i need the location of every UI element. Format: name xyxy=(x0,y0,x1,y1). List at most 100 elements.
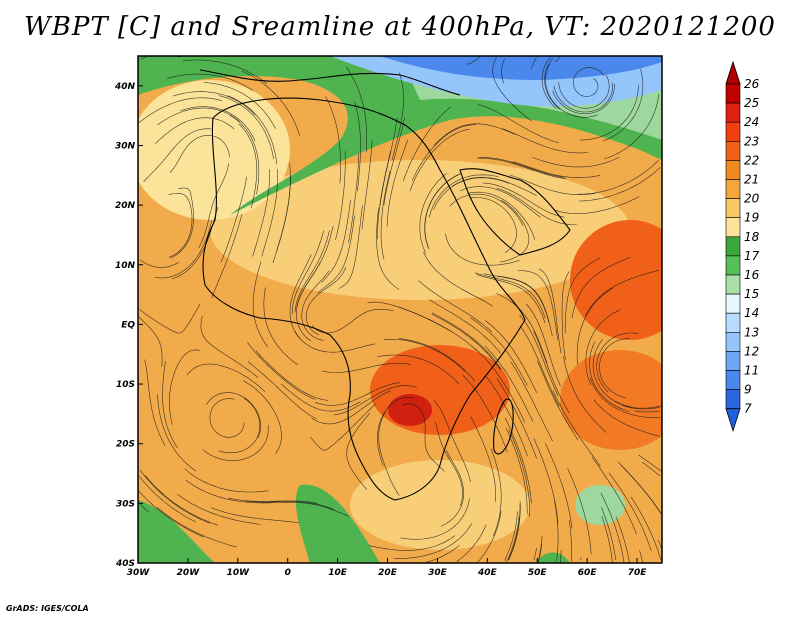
streamline xyxy=(571,256,631,319)
streamline xyxy=(140,56,147,60)
streamline xyxy=(402,403,445,472)
streamline xyxy=(469,197,517,253)
streamline xyxy=(162,361,178,449)
streamline xyxy=(593,399,660,437)
streamline xyxy=(578,167,661,202)
streamline xyxy=(386,139,409,227)
streamline xyxy=(238,123,258,209)
streamline xyxy=(496,292,548,364)
streamline xyxy=(476,274,546,324)
streamline xyxy=(139,259,179,268)
streamline xyxy=(460,186,541,218)
streamline xyxy=(211,213,243,299)
streamline xyxy=(229,114,260,195)
streamline xyxy=(429,174,499,218)
streamline xyxy=(289,254,312,338)
streamline xyxy=(497,275,553,336)
streamline xyxy=(502,128,588,154)
colorbar-segment xyxy=(725,141,741,161)
lat-tick-label: 20N xyxy=(115,201,136,211)
colorbar-segment xyxy=(725,331,741,352)
streamline xyxy=(467,191,535,240)
streamline xyxy=(218,95,274,160)
streamline xyxy=(294,330,376,353)
streamline xyxy=(335,151,346,240)
lon-tick-label: 30E xyxy=(428,568,448,578)
streamline xyxy=(483,273,550,323)
madagascar-coastline xyxy=(493,398,514,455)
streamline xyxy=(621,404,660,410)
colorbar-level-label: 17 xyxy=(744,249,760,263)
arabian-coastline xyxy=(459,168,571,256)
lat-tick-label: 30S xyxy=(116,499,135,509)
streamline xyxy=(526,303,561,387)
streamline xyxy=(601,507,617,560)
wbpt-green-southwest xyxy=(138,500,215,563)
streamline xyxy=(314,382,401,406)
streamline xyxy=(310,403,377,451)
streamline xyxy=(490,448,502,536)
streamline xyxy=(171,206,219,280)
wbpt-nw-pale-high xyxy=(138,80,290,220)
streamline xyxy=(361,140,373,230)
streamline xyxy=(429,299,501,354)
colorbar-segment xyxy=(725,102,741,123)
streamline xyxy=(139,469,211,524)
lon-tick-label: 0 xyxy=(285,568,291,578)
streamline xyxy=(470,416,497,502)
streamline xyxy=(541,57,557,110)
map-plot-area xyxy=(138,56,662,563)
streamline xyxy=(456,524,487,562)
colorbar-level-label: 14 xyxy=(744,306,759,320)
streamline xyxy=(252,169,270,257)
streamline xyxy=(220,176,247,263)
streamline xyxy=(424,173,462,248)
streamline xyxy=(589,377,661,419)
colorbar-level-label: 24 xyxy=(744,115,759,129)
colorbar-level-label: 19 xyxy=(744,211,759,225)
colorbar-segment xyxy=(725,236,741,257)
streamline xyxy=(423,252,493,307)
streamline xyxy=(474,272,546,319)
streamline xyxy=(545,64,598,118)
streamline xyxy=(383,117,405,206)
streamline xyxy=(169,187,194,259)
streamline xyxy=(138,97,222,124)
wbpt-green-cell-southeast xyxy=(575,485,625,525)
streamline xyxy=(325,96,341,184)
streamline xyxy=(538,543,543,563)
streamline xyxy=(510,361,553,442)
streamline xyxy=(378,411,400,496)
colorbar-segment xyxy=(725,217,741,238)
streamline xyxy=(202,424,269,461)
chart-title: WBPT [C] and Sreamline at 400hPa, VT: 20… xyxy=(24,12,776,42)
streamline xyxy=(639,550,644,563)
lat-tick-label: 20S xyxy=(116,440,135,450)
streamline xyxy=(608,472,652,552)
colorbar-segment xyxy=(725,370,741,390)
streamline xyxy=(445,233,520,266)
streamline xyxy=(261,502,349,517)
streamline xyxy=(376,207,400,290)
streamline xyxy=(144,359,166,447)
streamline xyxy=(380,170,391,260)
streamline xyxy=(561,271,570,360)
streamline xyxy=(398,338,476,382)
streamline xyxy=(433,123,516,146)
wbpt-hot-core xyxy=(388,394,432,426)
streamline xyxy=(157,107,240,126)
streamline xyxy=(206,392,261,438)
streamline xyxy=(567,468,592,555)
streamline xyxy=(144,475,218,526)
streamline xyxy=(589,341,630,412)
streamline xyxy=(272,175,291,264)
streamline xyxy=(228,497,318,504)
streamline xyxy=(552,83,615,115)
streamline xyxy=(255,350,329,401)
streamline xyxy=(321,199,351,283)
streamline xyxy=(630,496,662,561)
streamline xyxy=(245,500,335,510)
streamline xyxy=(499,200,530,263)
streamline xyxy=(544,58,560,110)
streamline xyxy=(507,504,521,561)
